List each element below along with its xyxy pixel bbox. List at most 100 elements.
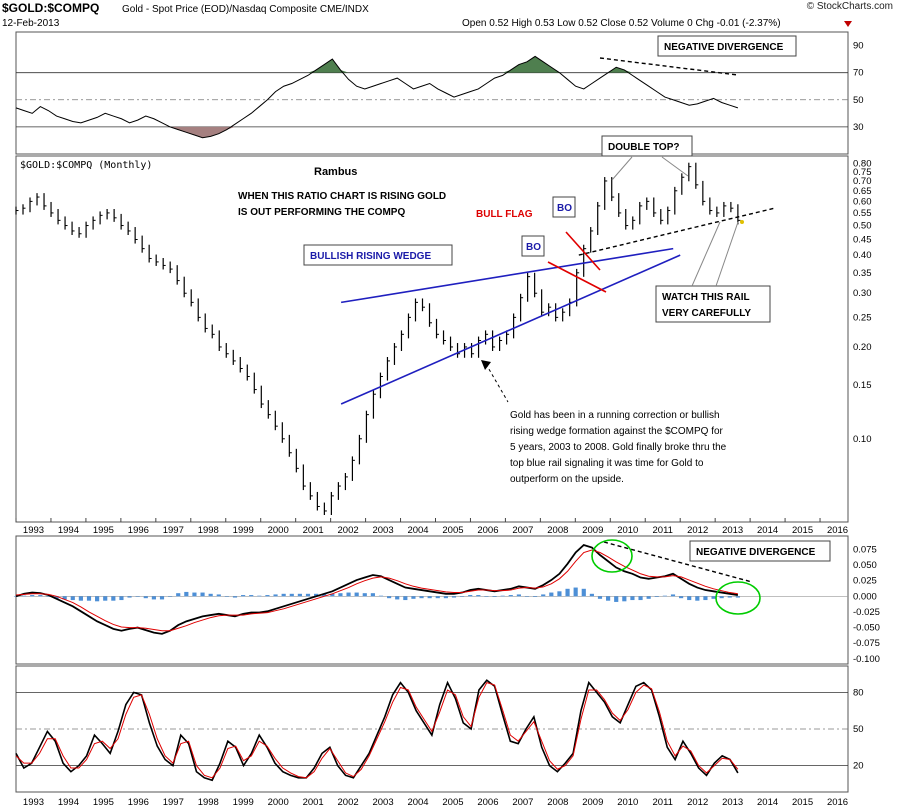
year-tick-label: 2016: [827, 797, 848, 808]
macd-histogram-bar: [192, 592, 197, 597]
year-tick-label: 2009: [582, 797, 603, 808]
macd-histogram-bar: [662, 595, 667, 597]
gold-note-pointer: [485, 363, 509, 403]
neg-div-top-box: [657, 35, 797, 57]
price-tick-label: 0.50: [853, 221, 872, 232]
macd-histogram-bar: [419, 596, 424, 599]
macd-histogram-bar: [387, 596, 392, 599]
bull-flag-label: BULL FLAG: [476, 209, 533, 220]
macd-histogram-bar: [378, 595, 384, 597]
year-tick-label: 2016: [827, 525, 848, 536]
watermark: © StockCharts.com: [807, 1, 893, 12]
year-tick-label: 2000: [268, 525, 289, 536]
macd-histogram-bar: [135, 596, 140, 597]
macd-histogram-bar: [500, 595, 505, 597]
macd-histogram-bar: [670, 594, 676, 597]
macd-histogram-bar: [103, 596, 108, 601]
macd-histogram-bar: [13, 596, 19, 597]
year-tick-label: 2013: [722, 797, 743, 808]
double-top-label: DOUBLE TOP?: [608, 142, 679, 153]
price-tick-label: 0.30: [853, 288, 872, 299]
neg-div-macd-line: [603, 541, 753, 583]
macd-histogram-bar: [549, 592, 554, 597]
macd-histogram-bar: [435, 596, 440, 599]
price-tick-label: 0.45: [853, 235, 872, 246]
macd-histogram-bar: [476, 595, 481, 597]
macd-histogram-bar: [638, 596, 643, 601]
macd-histogram-bar: [70, 596, 75, 601]
macd-tick-label: -0.075: [853, 638, 880, 649]
macd-tick-label: 0.050: [853, 560, 877, 571]
neg-div-top-line: [599, 57, 739, 76]
year-tick-label: 2010: [617, 797, 638, 808]
macd-tick-label: -0.025: [853, 607, 880, 618]
price-tick-label: 0.80: [853, 158, 872, 169]
macd-histogram-bar: [427, 596, 432, 599]
year-tick-label: 1994: [58, 797, 79, 808]
macd-histogram-bar: [86, 596, 92, 601]
macd-histogram-bar: [484, 596, 489, 597]
bo-label-1: BO: [526, 242, 541, 253]
macd-histogram-bar: [719, 596, 724, 599]
year-tick-label: 2002: [338, 525, 359, 536]
macd-histogram-bar: [411, 596, 416, 599]
stoch-tick-label: 80: [853, 687, 864, 698]
chart-symbol: $GOLD:$COMPQ: [2, 1, 99, 15]
macd-histogram-bar: [573, 587, 578, 597]
macd-histogram-bar: [184, 591, 189, 597]
macd-histogram-bar: [622, 596, 627, 602]
macd-histogram-bar: [679, 596, 684, 599]
macd-histogram-bar: [460, 596, 465, 597]
wedge-upper-line: [340, 247, 674, 304]
price-tick-label: 0.20: [853, 342, 872, 353]
price-panel: [15, 155, 849, 523]
macd-histogram-bar: [168, 596, 173, 597]
macd-histogram-bar: [443, 596, 448, 599]
macd-histogram-bar: [687, 596, 692, 601]
year-tick-label: 2007: [512, 525, 533, 536]
macd-histogram-bar: [208, 593, 213, 597]
macd-histogram-bar: [524, 596, 530, 597]
price-tick-label: 0.55: [853, 208, 872, 219]
macd-tick-label: 0.025: [853, 576, 877, 587]
macd-histogram-bar: [297, 593, 302, 597]
year-tick-label: 1997: [163, 525, 184, 536]
macd-histogram-bar: [541, 594, 546, 597]
year-tick-label: 2003: [372, 797, 393, 808]
macd-histogram-bar: [711, 596, 716, 599]
macd-histogram-bar: [695, 596, 700, 601]
year-tick-label: 2006: [477, 797, 498, 808]
gold-note-5: outperform on the upside.: [510, 474, 624, 485]
macd-tick-label: -0.050: [853, 623, 880, 634]
neg-div-macd-box: [689, 540, 831, 562]
macd-histogram-bar: [216, 594, 221, 597]
year-tick-label: 1996: [128, 797, 149, 808]
macd-histogram-bar: [176, 593, 181, 597]
last-price-dot: [740, 220, 744, 224]
macd-signal-line: [15, 549, 738, 632]
macd-histogram-bar: [346, 592, 351, 597]
macd-tick-label: 0.075: [853, 544, 877, 555]
macd-histogram-bar: [614, 596, 619, 602]
macd-histogram-bar: [46, 596, 51, 597]
year-tick-label: 1998: [198, 797, 219, 808]
year-tick-label: 2005: [442, 525, 463, 536]
macd-histogram-bar: [565, 588, 570, 597]
year-tick-label: 2014: [757, 525, 778, 536]
year-tick-label: 1999: [233, 797, 254, 808]
year-tick-label: 2010: [617, 525, 638, 536]
year-tick-label: 1995: [93, 797, 114, 808]
macd-histogram-bar: [257, 595, 262, 597]
macd-recent-circle: [715, 581, 761, 615]
year-tick-label: 1993: [23, 797, 44, 808]
price-tick-label: 0.65: [853, 186, 872, 197]
macd-panel: [15, 535, 849, 665]
bull-flag-line-upper: [565, 231, 601, 271]
bull-flag-line-lower: [547, 261, 607, 293]
neg-div-macd-label: NEGATIVE DIVERGENCE: [696, 547, 816, 558]
macd-histogram-bar: [143, 596, 148, 599]
macd-histogram-bar: [451, 596, 457, 598]
year-tick-label: 2015: [792, 797, 813, 808]
macd-histogram-bar: [314, 593, 319, 597]
macd-histogram-bar: [403, 596, 408, 601]
